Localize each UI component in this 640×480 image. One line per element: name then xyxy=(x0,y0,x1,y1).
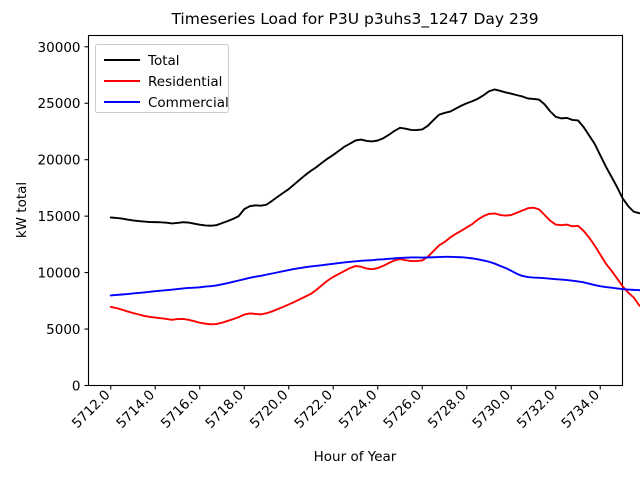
legend-label-total: Total xyxy=(147,53,180,69)
series-line-total xyxy=(109,88,640,227)
series-line-residential xyxy=(109,206,640,326)
legend-background xyxy=(95,44,229,113)
y-tick-label: 15000 xyxy=(38,209,81,225)
series-line-commercial xyxy=(109,255,640,297)
y-axis-ticks: 0 5000 10000 15000 20000 25000 30000 xyxy=(38,40,89,395)
series-lines xyxy=(109,88,640,326)
x-axis-label: Hour of Year xyxy=(314,449,397,465)
axes-frame xyxy=(87,34,624,387)
y-axis-label: kW total xyxy=(14,182,30,238)
y-tick-label: 30000 xyxy=(38,40,81,56)
y-tick-label: 5000 xyxy=(46,322,80,338)
y-tick-label: 25000 xyxy=(38,96,81,112)
legend-label-commercial: Commercial xyxy=(148,95,229,111)
y-tick-label: 0 xyxy=(72,379,81,395)
y-tick-label: 20000 xyxy=(38,153,81,169)
chart-title: Timeseries Load for P3U p3uhs3_1247 Day … xyxy=(170,10,538,29)
plot-border xyxy=(87,34,624,387)
chart-legend[interactable]: Total Residential Commercial xyxy=(95,44,229,113)
legend-label-residential: Residential xyxy=(148,74,222,90)
y-tick-label: 10000 xyxy=(38,266,81,282)
